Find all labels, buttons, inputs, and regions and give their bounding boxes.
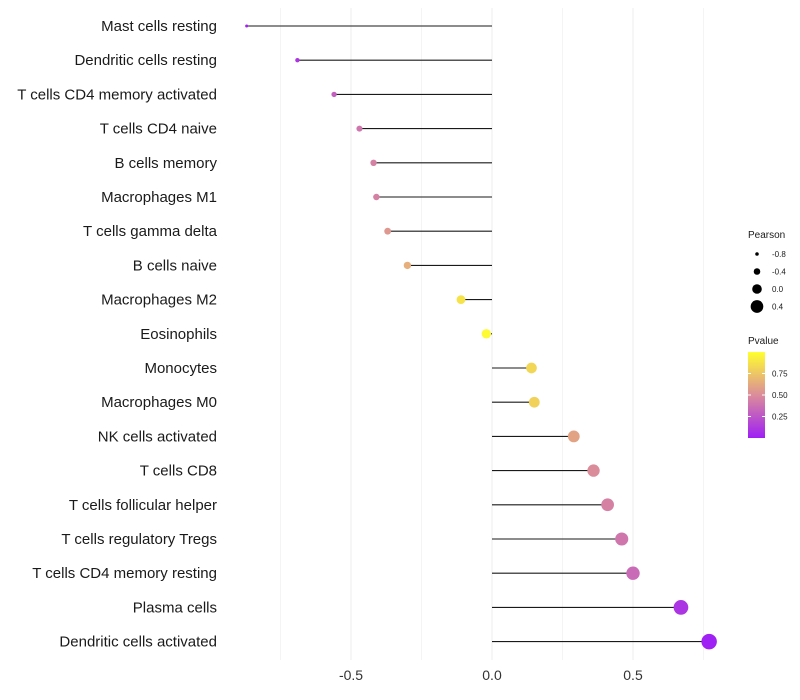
x-tick-label: 0.0	[482, 667, 502, 683]
category-label: Monocytes	[144, 360, 217, 377]
data-point	[481, 329, 492, 339]
grid	[280, 8, 704, 660]
data-point	[373, 193, 380, 201]
category-label: T cells follicular helper	[69, 497, 217, 514]
category-label: T cells CD4 memory activated	[17, 86, 217, 103]
color-legend-title: Pvalue	[748, 336, 779, 347]
data-point	[567, 430, 580, 443]
data-point	[701, 633, 717, 650]
data-point	[673, 600, 689, 615]
data-point	[295, 58, 300, 63]
size-legend-dot	[752, 284, 762, 294]
category-label: B cells naive	[133, 257, 217, 274]
category-label: T cells regulatory Tregs	[61, 531, 217, 548]
points	[245, 24, 717, 650]
data-point	[403, 261, 412, 270]
size-legend-label: -0.4	[772, 268, 786, 277]
category-label: Eosinophils	[140, 326, 217, 343]
category-label: Mast cells resting	[101, 18, 217, 35]
category-label: Plasma cells	[133, 599, 217, 616]
data-point	[356, 125, 363, 132]
size-legend-dot	[750, 300, 764, 313]
size-legend-label: -0.8	[772, 250, 786, 259]
data-point	[615, 532, 629, 546]
data-point	[626, 566, 640, 580]
data-point	[331, 91, 337, 98]
data-point	[528, 396, 540, 408]
x-tick-label: -0.5	[339, 667, 363, 683]
data-point	[456, 295, 466, 304]
color-legend-label: 0.50	[772, 391, 788, 400]
category-label: Macrophages M0	[101, 394, 217, 411]
category-label: NK cells activated	[98, 428, 217, 445]
size-legend-title: Pearson	[748, 230, 785, 241]
category-label: T cells CD4 naive	[100, 121, 217, 138]
category-labels: Mast cells resting Dendritic cells restin…	[17, 18, 217, 651]
stems	[246, 25, 710, 643]
category-label: B cells memory	[114, 155, 217, 172]
color-legend-label: 0.75	[772, 370, 788, 379]
category-label: Dendritic cells activated	[59, 634, 217, 651]
data-point	[384, 227, 392, 235]
color-legend: Pvalue 0.75 0.50 0.25	[748, 336, 788, 438]
category-label: T cells CD4 memory resting	[32, 565, 217, 582]
category-label: Macrophages M1	[101, 189, 217, 206]
x-tick-label: 0.5	[623, 667, 643, 683]
category-label: T cells CD8	[140, 463, 217, 480]
size-legend-dot	[753, 268, 761, 275]
size-legend-dot	[755, 252, 759, 256]
category-label: Macrophages M2	[101, 292, 217, 309]
size-legend-label: 0.4	[772, 303, 784, 312]
data-point	[526, 362, 537, 374]
category-label: T cells gamma delta	[83, 223, 218, 240]
data-point	[370, 159, 377, 167]
size-legend-label: 0.0	[772, 285, 784, 294]
x-axis-ticks: -0.5 0.0 0.5	[339, 667, 643, 683]
category-label: Dendritic cells resting	[74, 52, 217, 69]
color-legend-label: 0.25	[772, 413, 788, 422]
color-legend-bar	[748, 352, 765, 438]
data-point	[601, 498, 614, 512]
size-legend: Pearson -0.8 -0.4 0.0 0.4	[748, 230, 786, 313]
data-point	[245, 24, 249, 28]
data-point	[587, 464, 600, 477]
